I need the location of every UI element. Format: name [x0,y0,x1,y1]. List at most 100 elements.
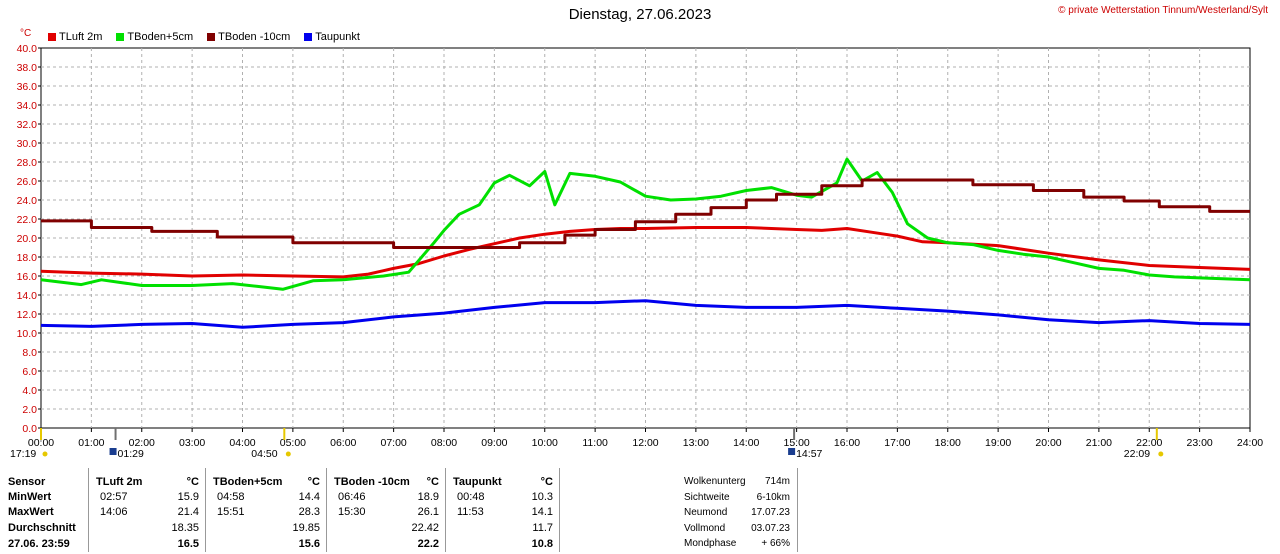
event-time-label: 17:19 [10,448,36,460]
x-tick-label: 21:00 [1086,437,1112,449]
divider [445,468,446,552]
series-line [41,178,1250,249]
x-tick-label: 08:00 [431,437,457,449]
x-tick-label: 09:00 [481,437,507,449]
legend-label: TLuft 2m [59,31,103,43]
moon-value: 03.07.23 [751,522,790,534]
chart-legend: TLuft 2m TBoden+5cm TBoden -10cm Taupunk… [48,31,360,43]
sun-icon [285,451,291,457]
moon-label: Neumond [684,507,728,518]
legend-swatch [116,33,125,41]
stats-avg-value: 22.42 [411,522,439,534]
page-title: Dienstag, 27.06.2023 [568,6,712,23]
stats-last-value: 22.2 [417,538,439,550]
y-tick-label: 34.0 [17,100,38,112]
divider [559,468,560,552]
moon-value: 6-10km [756,491,790,503]
stats-last-value: 10.8 [531,538,553,550]
moon-row: Wolkenunterg 714m [684,476,790,492]
event-time-label: 01:29 [118,448,144,460]
y-axis-ticks: 0.0 2.0 4.0 6.0 8.0 10.0 12.0 14.0 16.0 18.0 20.0 2… [17,43,41,435]
event-time-label: 22:09 [1124,448,1150,460]
event-time-label: 04:50 [251,448,277,460]
x-tick-label: 24:00 [1237,437,1263,449]
series-lines [40,157,1251,329]
x-tick-label: 01:00 [78,437,104,449]
stats-min-value: 10.3 [531,491,553,503]
temperature-chart: 0.0 2.0 4.0 6.0 8.0 10.0 12.0 14.0 16.0 18.0 20.0 2… [10,28,1263,460]
y-tick-label: 18.0 [17,252,38,264]
x-tick-label: 18:00 [935,437,961,449]
moon-label: Sichtweite [684,491,730,503]
stats-max-value: 26.1 [417,506,439,518]
legend-label: TBoden+5cm [127,31,194,43]
stats-last-value: 16.5 [177,538,199,550]
copyright-note: © private Wetterstation Tinnum/Westerlan… [1058,5,1268,16]
stats-max-value: 28.3 [298,506,320,518]
x-tick-label: 00:00 [28,437,54,449]
stats-avg-value: 11.7 [532,522,553,534]
legend-item: TBoden+5cm [116,31,193,43]
row-label-avg: Durchschnitt [8,522,76,534]
moon-icon [109,448,117,455]
legend-item: TLuft 2m [48,31,102,43]
stats-table: Sensor MinWert MaxWert Durchschnitt 27.0… [0,466,800,552]
stats-min-value: 14.4 [298,491,320,503]
legend-item: Taupunkt [304,31,360,43]
row-label-last: 27.06. 23:59 [8,538,70,550]
x-tick-label: 13:00 [683,437,709,449]
y-tick-label: 20.0 [17,233,38,245]
x-tick-label: 02:00 [129,437,155,449]
event-time-label: 14:57 [796,448,822,460]
y-tick-label: 2.0 [22,404,37,416]
x-tick-label: 05:00 [280,437,306,449]
moon-row: Vollmond 03.07.23 [684,523,790,539]
y-tick-label: 28.0 [17,157,38,169]
x-tick-label: 16:00 [834,437,860,449]
moon-icon [788,448,796,455]
divider [326,468,327,552]
stats-column-unit: °C [186,476,199,488]
stats-max-value: 14.1 [531,506,553,518]
y-tick-label: 30.0 [17,138,38,150]
y-tick-label: 16.0 [17,271,38,283]
moon-label: Wolkenunterg [684,476,746,487]
x-tick-label: 07:00 [380,437,406,449]
x-tick-label: 15:00 [783,437,809,449]
stats-max-time: 14:06 [100,506,128,518]
x-axis-ticks: 00:00 01:00 02:00 03:00 04:00 05:00 06:00 07:00… [28,428,1263,449]
x-tick-label: 19:00 [985,437,1011,449]
x-tick-label: 11:00 [582,437,608,449]
y-tick-label: 38.0 [17,62,38,74]
moon-label: Vollmond [684,522,726,534]
legend-label: TBoden -10cm [218,31,291,43]
row-label-min: MinWert [8,491,52,503]
stats-min-value: 15.9 [177,491,199,503]
stats-max-value: 21.4 [177,506,199,518]
x-tick-label: 17:00 [884,437,910,449]
stats-max-time: 15:30 [338,506,366,518]
y-tick-label: 8.0 [22,347,37,359]
stats-avg-value: 19.85 [292,522,320,534]
x-tick-label: 03:00 [179,437,205,449]
moon-row: Mondphase + 66% [684,538,790,554]
stats-max-time: 15:51 [217,506,245,518]
y-tick-label: 6.0 [22,366,37,378]
moon-value: + 66% [761,538,790,549]
stats-column-unit: °C [307,476,320,488]
x-tick-label: 12:00 [632,437,658,449]
stats-column-title: TLuft 2m [96,476,143,488]
y-tick-label: 22.0 [17,214,38,226]
y-tick-label: 0.0 [22,423,37,435]
x-tick-label: 04:00 [229,437,255,449]
y-tick-label: 36.0 [17,81,38,93]
stats-max-time: 11:53 [457,506,484,518]
divider [797,468,798,552]
stats-min-time: 02:57 [100,491,128,503]
moon-value: 714m [764,476,790,487]
legend-swatch [48,33,56,41]
stats-column-title: TBoden -10cm [334,476,410,488]
x-tick-label: 06:00 [330,437,356,449]
y-tick-label: 40.0 [17,43,38,55]
y-tick-label: 14.0 [17,290,38,302]
